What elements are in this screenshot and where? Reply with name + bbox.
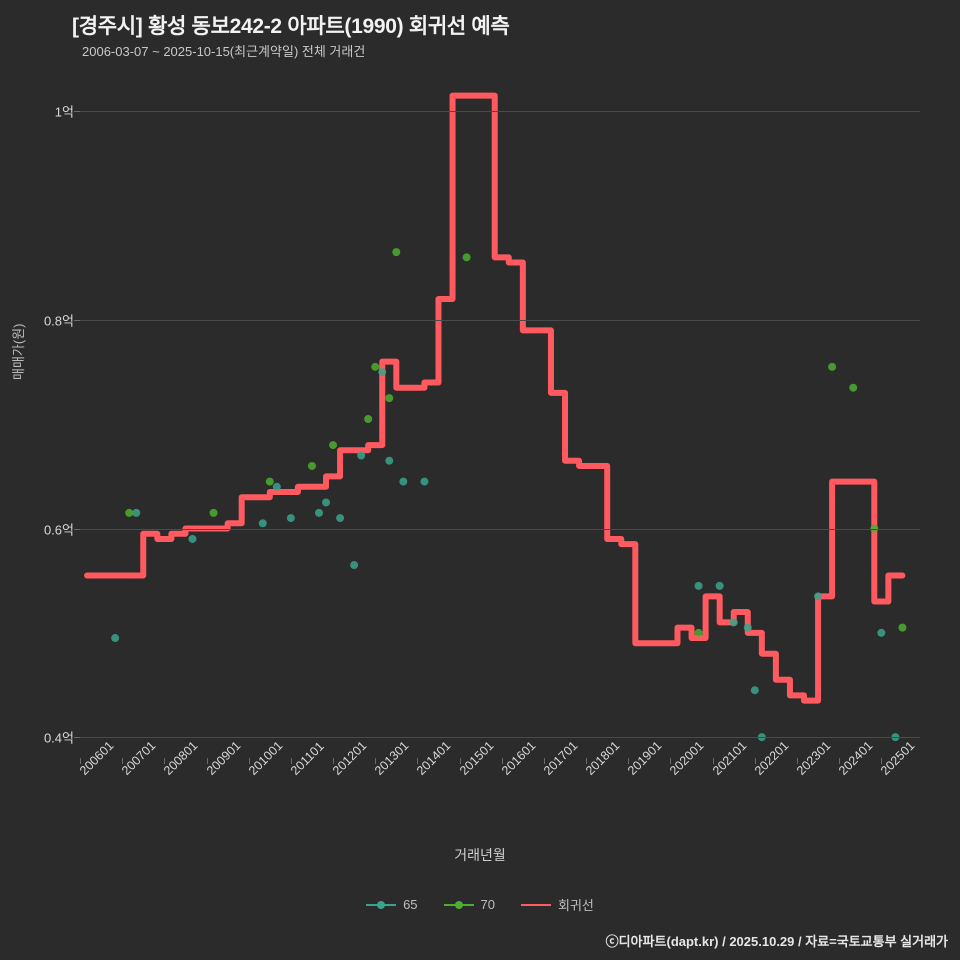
scatter-point [209,508,218,517]
x-axis-tick-mark [543,758,545,764]
legend-label: 회귀선 [558,898,594,913]
y-axis-tick-mark [74,528,80,530]
legend-dot [454,900,463,909]
x-axis-tick-mark [164,758,166,764]
scatter-point [322,498,331,507]
scatter-point [350,561,359,570]
x-axis-tick-mark [333,758,335,764]
y-axis-tick-label: 0.8억 [43,313,74,329]
scatter-point [399,477,408,486]
x-axis-tick-mark [501,758,503,764]
scatter-point [849,383,858,392]
scatter-point [694,628,703,637]
y-axis-tick-mark [74,319,80,321]
legend-line [521,903,552,906]
x-axis-tick-mark [290,758,292,764]
scatter-point [877,628,886,637]
scatter-point [265,477,274,486]
y-axis-tick-label: 0.6억 [43,522,74,538]
x-axis-tick-mark [586,758,588,764]
gridline [80,319,920,321]
x-axis-tick-mark [628,758,630,764]
scatter-point [286,514,295,523]
x-axis-tick-mark [712,758,714,764]
legend-item[interactable]: 70 [443,897,496,912]
scatter-point [462,253,471,262]
legend-label: 65 [403,897,418,912]
scatter-point [307,461,316,470]
scatter-point [371,362,380,371]
scatter-point [743,623,752,632]
x-axis-tick-mark [459,758,461,764]
legend-dot [377,900,386,909]
scatter-point [715,581,724,590]
scatter-point [258,519,267,528]
page-title: [경주시] 황성 동보242-2 아파트(1990) 회귀선 예측 [72,15,510,38]
x-axis: 200601 200701 200801 200901 201001 201101 2012… [77,739,920,848]
x-axis-tick-mark [122,758,124,764]
y-axis: 0.4억 0.6억 0.8억 1억 [0,80,80,758]
gridline [80,111,920,113]
scatter-point [392,248,401,257]
y-axis-tick-label: 1억 [54,104,74,120]
scatter-point [814,592,823,601]
scatter-point [694,581,703,590]
x-axis-tick-mark [80,758,81,764]
scatter-point [329,441,338,450]
scatter-point [898,623,907,632]
scatter-point [378,368,387,377]
scatter-point [364,415,373,423]
scatter-point [357,451,366,460]
x-axis-tick-mark [881,758,883,764]
y-axis-tick-mark [74,737,80,739]
x-axis-tick-mark [754,758,756,764]
x-axis-title: 거래년월 [454,847,506,863]
legend-swatch [366,899,397,911]
scatter-point [132,508,141,517]
series-layer [84,92,907,742]
scatter-point [729,618,738,627]
footer-credit: ⓒ디아파트(dapt.kr) / 2025.10.29 / 자료=국토교통부 실… [605,934,948,949]
scatter-point [111,634,120,643]
x-axis-tick-mark [375,758,377,764]
legend-label: 70 [480,897,496,912]
x-axis-tick-mark [839,758,841,764]
legend-swatch [443,899,474,911]
plot-area [80,80,920,758]
scatter-point [385,394,394,403]
scatter-point [385,456,394,465]
gridline [80,528,920,530]
legend-item[interactable]: 회귀선 [521,895,594,914]
legend-item[interactable]: 65 [366,897,418,912]
scatter-point [828,362,837,371]
x-axis-tick-mark [417,758,419,764]
regression-line [84,92,906,704]
scatter-point [188,534,197,543]
chart-subtitle: 2006-03-07 ~ 2025-10-15(최근계약일) 전체 거래건 [82,44,366,59]
gridline [80,737,920,739]
y-axis-tick-label: 0.4억 [43,730,74,746]
x-axis-tick-mark [206,758,208,764]
scatter-point [750,686,759,695]
scatter-point [272,482,281,491]
x-axis-tick-mark [796,758,798,764]
x-axis-tick-mark [670,758,672,764]
scatter-point [125,508,134,517]
chart-legend: 65 70 회귀선 [0,895,960,914]
x-axis-tick-mark [248,758,250,764]
scatter-point [336,514,345,523]
y-axis-tick-mark [74,111,80,113]
scatter-point [315,508,323,517]
legend-swatch [521,899,552,911]
scatter-point [420,477,429,486]
